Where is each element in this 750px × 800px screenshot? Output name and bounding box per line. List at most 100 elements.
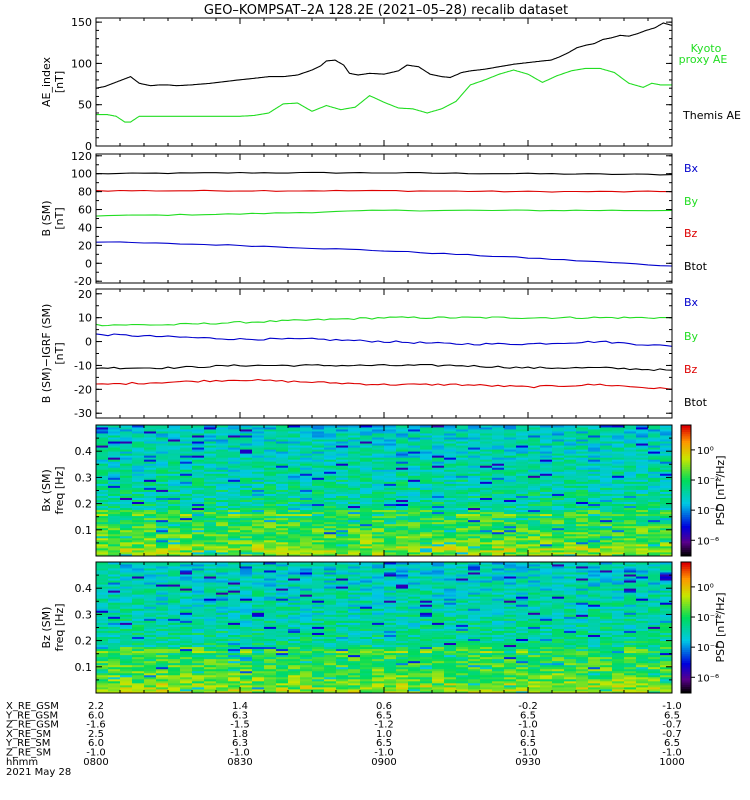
spectrogram-cell (168, 511, 181, 515)
spectrogram-cell (228, 505, 241, 509)
spectrogram-cell (192, 674, 205, 678)
spectrogram-cell (96, 656, 109, 660)
spectrogram-cell (504, 467, 517, 470)
spectrogram-cell (216, 465, 229, 468)
spectrogram-cell (156, 481, 169, 484)
spectrogram-cell (168, 431, 181, 434)
spectrogram-cell (276, 453, 289, 456)
spectrogram-cell (96, 479, 109, 482)
spectrogram-cell (372, 429, 385, 432)
spectrogram-cell (300, 572, 313, 575)
spectrogram-cell (300, 578, 313, 581)
colorbar-step (681, 547, 691, 550)
spectrogram-cell (528, 481, 541, 484)
spectrogram-cell (408, 453, 421, 456)
spectrogram-cell (276, 572, 289, 575)
spectrogram-cell (204, 517, 217, 521)
spectrogram-cell (168, 654, 181, 658)
spectrogram-cell (552, 519, 565, 523)
spectrogram-cell (192, 638, 205, 641)
spectrogram-cell (264, 634, 277, 637)
spectrogram-cell (96, 652, 109, 656)
spectrogram-cell (312, 515, 325, 519)
spectrogram-cell (384, 551, 397, 555)
spectrogram-cell (348, 662, 361, 666)
spectrogram-cell (468, 475, 481, 478)
spectrogram-cell (636, 507, 649, 511)
spectrogram-cell (528, 467, 541, 470)
spectrogram-cell (156, 644, 169, 648)
spectrogram-cell (396, 519, 409, 523)
spectrogram-cell (120, 503, 133, 507)
spectrogram-cell (144, 497, 157, 500)
spectrogram-cell (336, 467, 349, 470)
spectrogram-cell (492, 545, 505, 549)
spectrogram-cell (96, 578, 109, 581)
spectrogram-cell (156, 568, 169, 571)
spectrogram-cell (300, 650, 313, 654)
spectrogram-cell (444, 533, 457, 537)
spectrogram-cell (408, 525, 421, 529)
spectrogram-cell (660, 515, 673, 519)
spectrogram-cell (504, 509, 517, 513)
spectrogram-cell (108, 628, 121, 631)
spectrogram-cell (348, 646, 361, 650)
spectrogram-cell (480, 505, 493, 509)
spectrogram-cell (144, 471, 157, 474)
spectrogram-cell (408, 449, 421, 452)
spectrogram-cell (228, 455, 241, 458)
spectrogram-cell (120, 463, 133, 466)
spectrogram-cell (324, 523, 337, 527)
spectrogram-cell (300, 654, 313, 658)
spectrogram-cell (444, 527, 457, 531)
spectrogram-cell (480, 489, 493, 492)
spectrogram-cell (276, 634, 289, 637)
spectrogram-cell (408, 533, 421, 537)
colorbar-frame (680, 424, 692, 557)
spectrogram-cell (132, 481, 145, 484)
spectrogram-cell (228, 622, 241, 625)
spectrogram-cell (384, 517, 397, 521)
spectrogram-cell (252, 660, 265, 664)
spectrogram-cell (372, 433, 385, 436)
spectrogram-cell (180, 539, 193, 543)
spectrogram-cell (216, 509, 229, 513)
spectrogram-cell (264, 630, 277, 633)
spectrogram-cell (600, 525, 613, 529)
spectrogram-cell (408, 483, 421, 486)
spectrogram-cell (360, 539, 373, 543)
spectrogram-cell (204, 618, 217, 621)
spectrogram-cell (180, 674, 193, 678)
spectrogram-cell (156, 614, 169, 617)
spectrogram-cell (228, 433, 241, 436)
spectrogram-cell (576, 519, 589, 523)
spectrogram-cell (240, 519, 253, 523)
spectrogram-cell (624, 521, 637, 525)
spectrogram-cell (360, 455, 373, 458)
spectrogram-cell (492, 543, 505, 547)
spectrogram-cell (192, 592, 205, 595)
spectrogram-cell (420, 465, 433, 468)
spectrogram-cell (588, 505, 601, 509)
spectrogram-cell (396, 495, 409, 498)
spectrogram-cell (156, 497, 169, 500)
spectrogram-cell (564, 491, 577, 494)
spectrogram-cell (288, 630, 301, 633)
spectrogram-cell (288, 491, 301, 494)
spectrogram-cell (528, 525, 541, 529)
spectrogram-cell (312, 584, 325, 587)
spectrogram-cell (108, 431, 121, 434)
spectrogram-cell (96, 682, 109, 686)
spectrogram-cell (324, 489, 337, 492)
y-tick-label: -10 (74, 359, 92, 372)
spectrogram-cell (180, 455, 193, 458)
spectrogram-cell (96, 608, 109, 611)
spectrogram-cell (252, 489, 265, 492)
spectrogram-cell (648, 447, 661, 450)
spectrogram-cell (300, 427, 313, 430)
spectrogram-cell (300, 461, 313, 464)
spectrogram-cell (384, 519, 397, 523)
spectrogram-cell (348, 519, 361, 523)
spectrogram-cell (480, 463, 493, 466)
spectrogram-cell (192, 435, 205, 438)
